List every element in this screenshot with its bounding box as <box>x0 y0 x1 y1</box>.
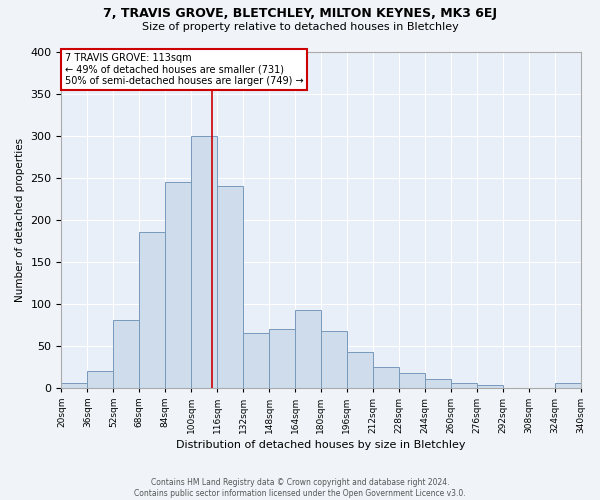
Bar <box>373 366 399 388</box>
Bar <box>88 371 113 388</box>
Bar <box>295 310 321 388</box>
Bar <box>347 352 373 388</box>
Bar <box>581 386 600 388</box>
Text: Size of property relative to detached houses in Bletchley: Size of property relative to detached ho… <box>142 22 458 32</box>
Text: 7 TRAVIS GROVE: 113sqm
← 49% of detached houses are smaller (731)
50% of semi-de: 7 TRAVIS GROVE: 113sqm ← 49% of detached… <box>65 53 303 86</box>
Bar <box>139 232 165 388</box>
Bar <box>61 384 88 388</box>
Text: 7, TRAVIS GROVE, BLETCHLEY, MILTON KEYNES, MK3 6EJ: 7, TRAVIS GROVE, BLETCHLEY, MILTON KEYNE… <box>103 8 497 20</box>
Bar <box>217 186 243 388</box>
Bar <box>321 330 347 388</box>
Bar <box>113 320 139 388</box>
Bar <box>451 384 476 388</box>
Bar <box>191 136 217 388</box>
Bar <box>269 329 295 388</box>
Bar <box>554 384 581 388</box>
Bar <box>243 333 269 388</box>
Bar <box>476 385 503 388</box>
X-axis label: Distribution of detached houses by size in Bletchley: Distribution of detached houses by size … <box>176 440 466 450</box>
Y-axis label: Number of detached properties: Number of detached properties <box>15 138 25 302</box>
Text: Contains HM Land Registry data © Crown copyright and database right 2024.
Contai: Contains HM Land Registry data © Crown c… <box>134 478 466 498</box>
Bar <box>165 182 191 388</box>
Bar <box>399 372 425 388</box>
Bar <box>425 379 451 388</box>
